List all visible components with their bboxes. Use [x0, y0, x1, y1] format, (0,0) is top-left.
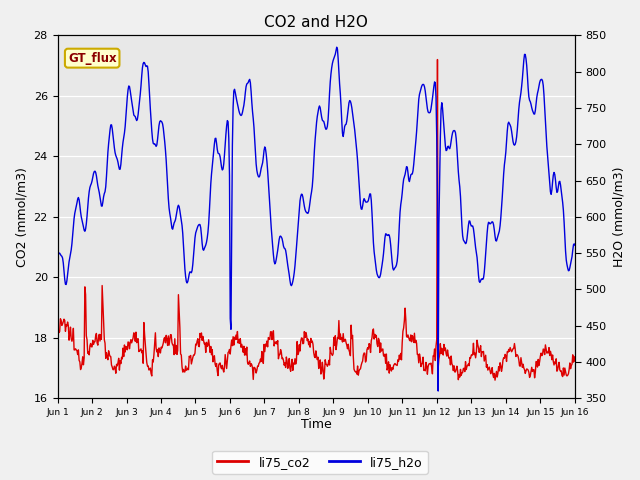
Y-axis label: H2O (mmol/m3): H2O (mmol/m3) — [612, 167, 625, 267]
Legend: li75_co2, li75_h2o: li75_co2, li75_h2o — [212, 451, 428, 474]
Text: GT_flux: GT_flux — [68, 52, 116, 65]
Title: CO2 and H2O: CO2 and H2O — [264, 15, 368, 30]
Y-axis label: CO2 (mmol/m3): CO2 (mmol/m3) — [15, 167, 28, 267]
X-axis label: Time: Time — [301, 419, 332, 432]
